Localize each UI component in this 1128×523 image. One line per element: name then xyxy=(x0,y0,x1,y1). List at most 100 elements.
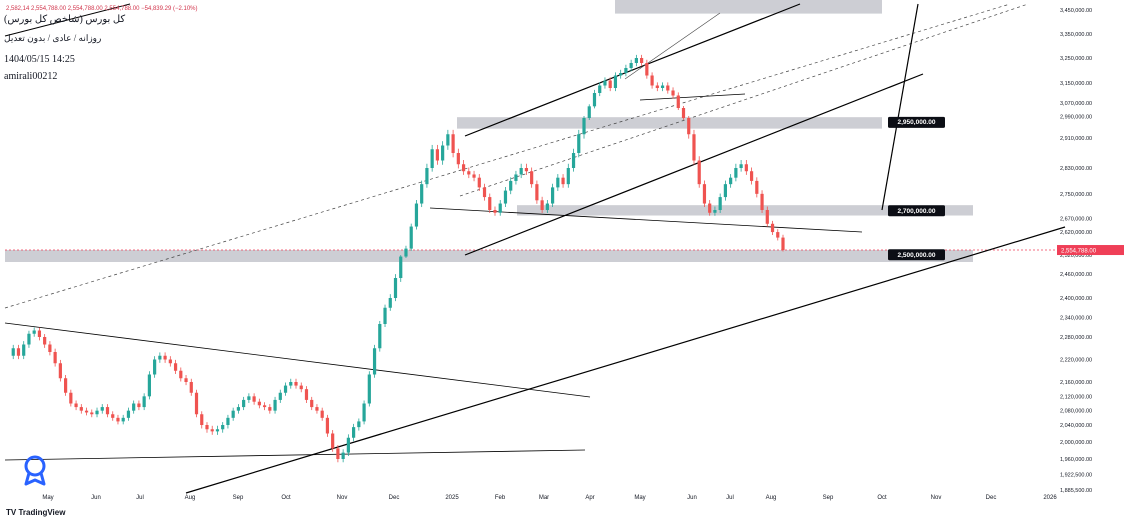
candle-body xyxy=(561,177,565,185)
candle-body xyxy=(168,359,172,364)
candle-body xyxy=(697,160,701,185)
candle-body xyxy=(69,392,73,404)
candle-body xyxy=(613,75,618,88)
time-axis[interactable]: May Jun Jul Aug Sep Oct Nov Dec 2025 Feb Mar Apr May… xyxy=(42,495,1057,501)
candle-body xyxy=(446,134,450,146)
candle-body xyxy=(671,90,675,96)
trend-line-5 xyxy=(4,449,586,461)
trend-line-7 xyxy=(639,93,746,101)
candle-body xyxy=(503,190,508,204)
candle-body xyxy=(467,171,471,175)
y-tick-label: 2,340,000.00 xyxy=(1060,316,1092,322)
candle-body xyxy=(320,410,324,418)
candle-body xyxy=(556,177,560,188)
ohlc-readout: 2,582,14 2,554,788.00 2,554,788.00 2,554… xyxy=(6,6,198,12)
zone-label-bg xyxy=(888,116,945,128)
tradingview-logo-icon[interactable] xyxy=(22,454,48,495)
candle-body xyxy=(315,407,319,411)
candle-body xyxy=(215,429,220,432)
candle-body xyxy=(619,73,623,76)
x-tick-label: Jun xyxy=(91,495,101,501)
candle-body xyxy=(592,93,597,107)
candle-body xyxy=(299,385,303,390)
x-tick-label: Jul xyxy=(136,495,144,501)
y-tick-label: 2,400,000.00 xyxy=(1060,296,1092,302)
x-tick-label: Feb xyxy=(495,495,506,501)
x-tick-label: Apr xyxy=(585,495,594,501)
author-name: amirali00212 xyxy=(4,71,58,82)
candle-body xyxy=(755,180,759,194)
candle-body xyxy=(27,333,31,345)
candle-body xyxy=(388,298,392,308)
candle-body xyxy=(194,392,199,415)
x-tick-label: Dec xyxy=(389,495,400,501)
x-tick-label: Nov xyxy=(337,495,348,501)
candle-body xyxy=(655,85,659,88)
candle-body xyxy=(456,153,460,165)
y-tick-label: 2,990,000.00 xyxy=(1060,114,1092,120)
candle-body xyxy=(153,359,157,375)
candle-body xyxy=(147,374,151,397)
candle-body xyxy=(341,452,345,459)
x-tick-label: Oct xyxy=(877,495,887,501)
candle-body xyxy=(32,330,36,334)
zone-label-bg xyxy=(888,205,945,217)
candle-body xyxy=(84,410,89,413)
chart-date: 1404/05/15 14:25 xyxy=(4,54,75,65)
trend-line-6 xyxy=(429,207,863,233)
candle-body xyxy=(723,184,727,198)
x-tick-label: Jun xyxy=(687,495,697,501)
candle-body xyxy=(236,407,241,411)
candle-body xyxy=(535,184,539,201)
candle-body xyxy=(713,210,717,213)
candle-body xyxy=(409,226,413,249)
candle-body xyxy=(577,134,581,153)
candle-body xyxy=(262,405,267,408)
trend-line-10 xyxy=(624,12,721,80)
candle-body xyxy=(666,85,670,91)
candle-body xyxy=(545,203,549,210)
y-tick-label: 2,830,000.00 xyxy=(1060,166,1092,172)
candle-body xyxy=(708,203,712,213)
y-tick-label: 3,450,000.00 xyxy=(1060,8,1092,14)
candle-body xyxy=(378,324,382,349)
candle-body xyxy=(116,417,120,422)
candle-body xyxy=(121,417,125,422)
candle-body xyxy=(48,344,52,352)
candle-body xyxy=(451,134,455,153)
candle-body xyxy=(111,414,115,418)
trend-line-4 xyxy=(4,322,591,398)
price-axis[interactable]: 3,450,000.00 3,350,000.00 3,250,000.00 3,15… xyxy=(1057,8,1124,494)
candle-body xyxy=(137,403,141,408)
y-tick-label: 3,350,000.00 xyxy=(1060,32,1092,38)
y-tick-label: 2,670,000.00 xyxy=(1060,216,1092,222)
trend-line-2 xyxy=(464,3,801,137)
x-tick-label: May xyxy=(42,495,53,501)
x-tick-label: Sep xyxy=(823,495,834,501)
candle-body xyxy=(294,382,298,386)
y-tick-label: 2,080,000.00 xyxy=(1060,409,1092,415)
x-tick-label: May xyxy=(634,495,645,501)
candle-body xyxy=(64,378,68,393)
candle-body xyxy=(189,382,193,393)
symbol-title: کل بورس (شاخص کل بورس) xyxy=(4,14,126,25)
x-tick-label: Aug xyxy=(185,495,196,501)
candle-body xyxy=(11,348,15,356)
candle-body xyxy=(372,348,377,375)
candle-body xyxy=(441,145,445,161)
candle-body xyxy=(43,337,47,345)
candle-body xyxy=(126,410,131,418)
brand-name: TradingView xyxy=(18,508,66,517)
candle-body xyxy=(53,352,57,364)
candle-body xyxy=(90,412,94,415)
candle-body xyxy=(100,407,104,411)
candle-body xyxy=(430,149,434,168)
candle-body xyxy=(482,187,487,198)
candle-body xyxy=(352,427,356,438)
candle-body xyxy=(158,355,162,360)
candle-body xyxy=(676,95,680,108)
candle-body xyxy=(142,396,146,408)
candle-body xyxy=(404,248,408,257)
trend-line-8 xyxy=(4,3,1011,309)
